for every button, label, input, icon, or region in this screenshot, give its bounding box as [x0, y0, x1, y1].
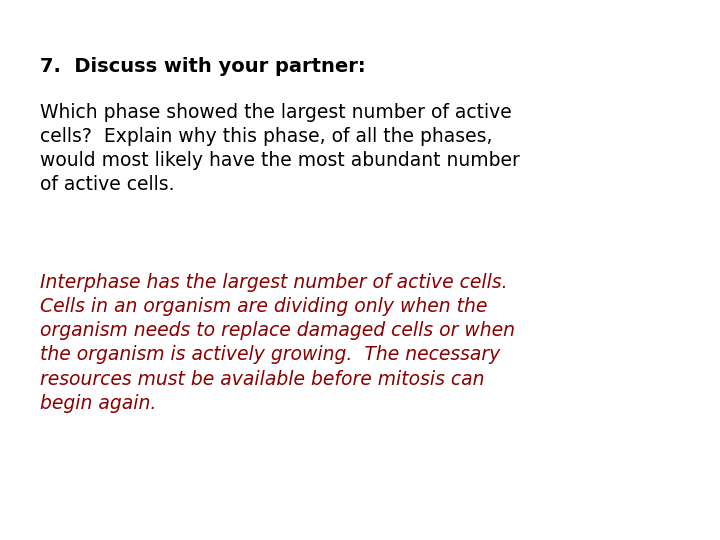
Text: Which phase showed the largest number of active
cells?  Explain why this phase, : Which phase showed the largest number of… [40, 103, 519, 194]
Text: 7.  Discuss with your partner:: 7. Discuss with your partner: [40, 57, 365, 76]
Text: Interphase has the largest number of active cells.
Cells in an organism are divi: Interphase has the largest number of act… [40, 273, 515, 413]
